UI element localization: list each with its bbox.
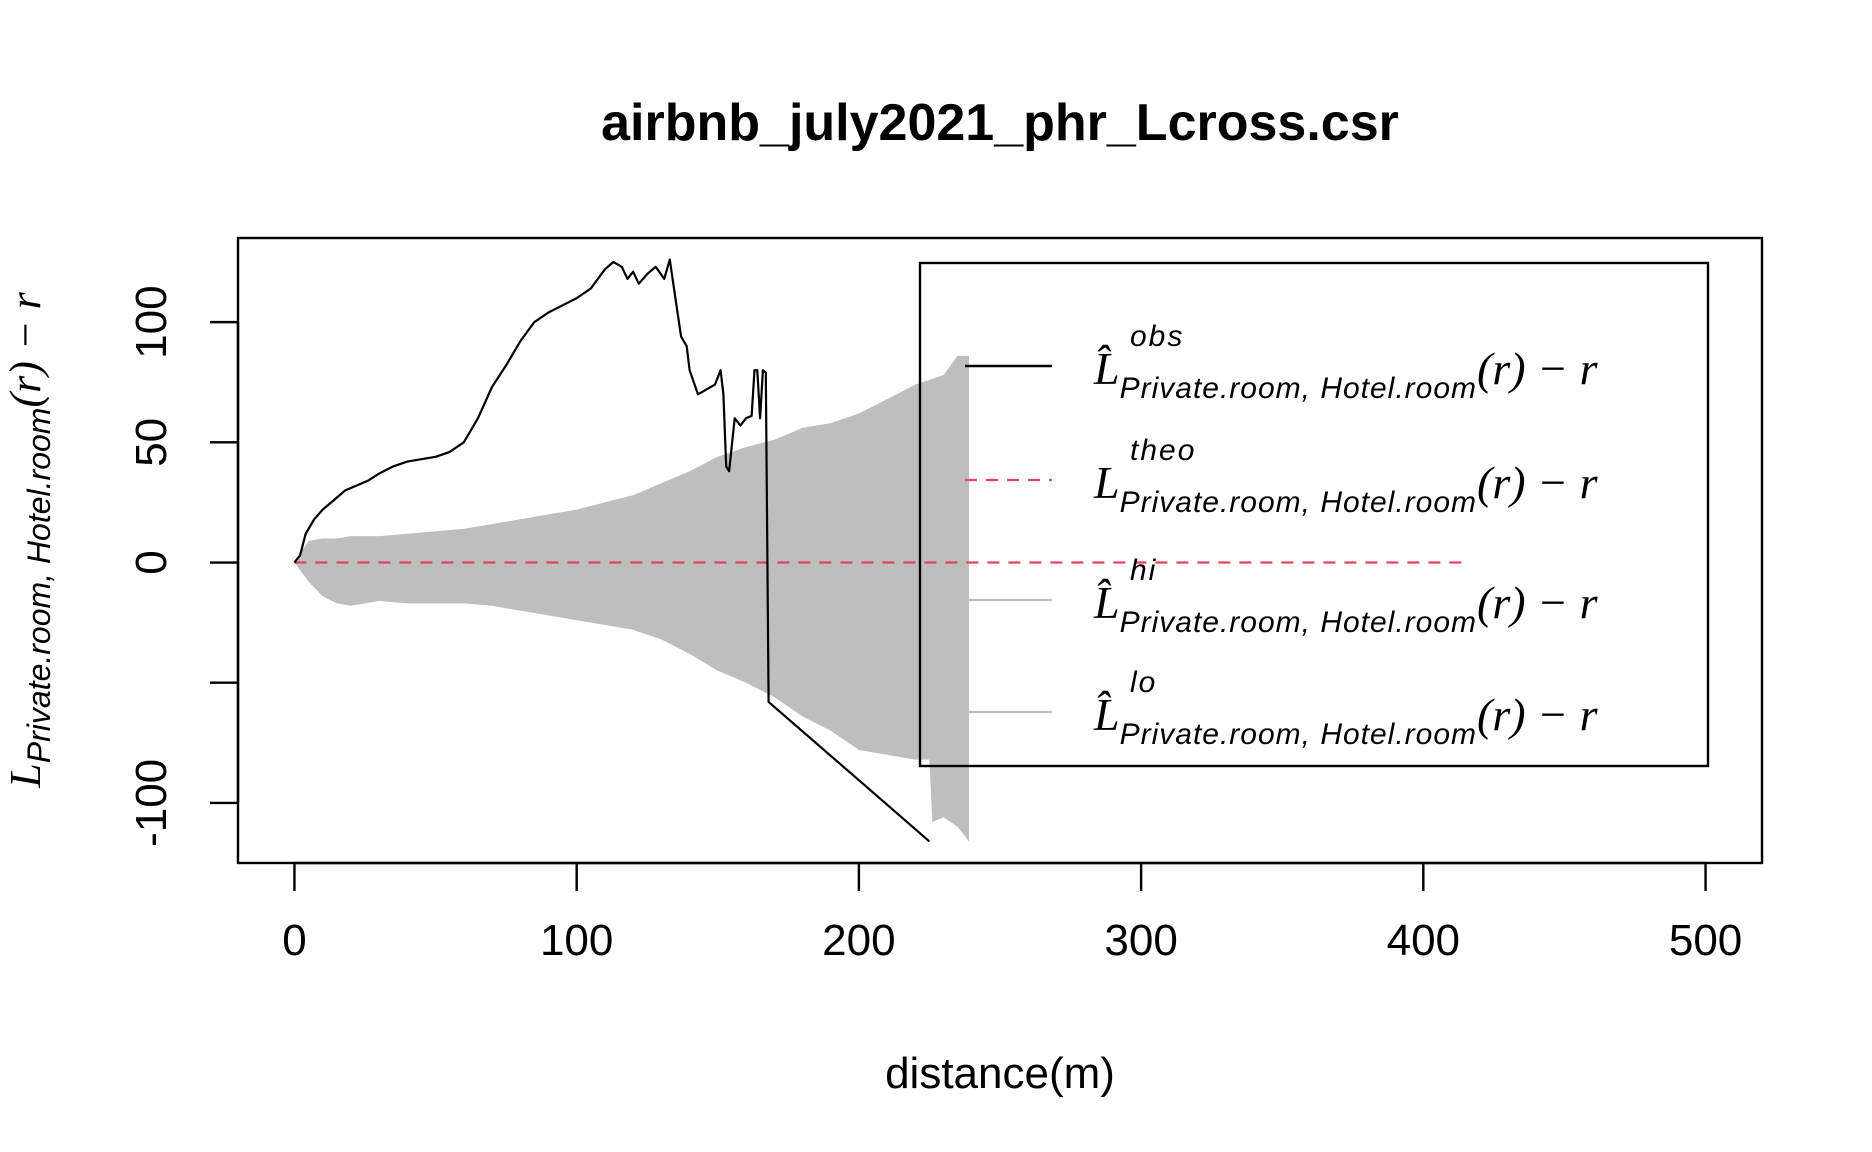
legend-tail-lo: (r) − r — [1477, 689, 1599, 740]
legend-tail-hi: (r) − r — [1477, 577, 1599, 628]
legend-tail-obs: (r) − r — [1477, 343, 1599, 394]
legend-sub-obs: Private.room, Hotel.room — [1120, 372, 1477, 405]
legend-label-lo: L̂Private.room, Hotel.room(r) − r — [1093, 689, 1599, 751]
legend-box — [918, 261, 1710, 768]
legend-sub-theo: Private.room, Hotel.room — [1120, 486, 1477, 519]
y-tick-label: 100 — [127, 285, 176, 358]
y-axis-label: LPrivate.room, Hotel.room(r) − r — [1, 291, 57, 788]
x-tick-label: 200 — [822, 916, 895, 965]
y-tick-label: 50 — [127, 418, 176, 467]
legend-sub-hi: Private.room, Hotel.room — [1120, 606, 1477, 639]
legend-label-obs: L̂Private.room, Hotel.room(r) − r — [1093, 343, 1599, 405]
legend-sup-hi: hi — [1130, 554, 1157, 587]
x-tick-label: 0 — [282, 916, 306, 965]
y-tick-label: 0 — [127, 550, 176, 574]
plot-area: 0 100 200 300 400 500 -100 0 50 100 — [127, 236, 1764, 965]
legend-sup-obs: obs — [1130, 320, 1184, 353]
y-axis-label-main: L — [1, 763, 50, 788]
envelope-band — [294, 355, 969, 842]
y-axis-label-tail: (r) − r — [1, 291, 50, 407]
x-axis-label: distance(m) — [885, 1049, 1115, 1098]
x-tick-label: 300 — [1104, 916, 1177, 965]
x-tick-label: 500 — [1669, 916, 1742, 965]
series-line-obs — [293, 258, 931, 843]
x-tick-label: 100 — [540, 916, 613, 965]
legend-tail-theo: (r) − r — [1477, 457, 1599, 508]
y-axis-label-sub: Private.room, Hotel.room — [21, 408, 57, 764]
legend-sub-lo: Private.room, Hotel.room — [1120, 718, 1477, 751]
legend-main-theo: L — [1093, 457, 1120, 508]
y-tick-label: -100 — [127, 759, 176, 847]
legend-sup-lo: lo — [1130, 666, 1157, 699]
legend-main-lo: L̂ — [1093, 689, 1120, 740]
legend-main-obs: L̂ — [1093, 343, 1120, 394]
legend-label-theo: LPrivate.room, Hotel.room(r) − r — [1093, 457, 1599, 519]
legend-main-hi: L̂ — [1093, 577, 1120, 628]
svg-text:LPrivate.room, Hotel.room(r) −: LPrivate.room, Hotel.room(r) − r — [1, 291, 57, 788]
legend-label-hi: L̂Private.room, Hotel.room(r) − r — [1093, 577, 1599, 639]
legend-sup-theo: theo — [1130, 434, 1196, 467]
x-tick-label: 400 — [1387, 916, 1460, 965]
chart-title: airbnb_july2021_phr_Lcross.csr — [601, 94, 1399, 152]
